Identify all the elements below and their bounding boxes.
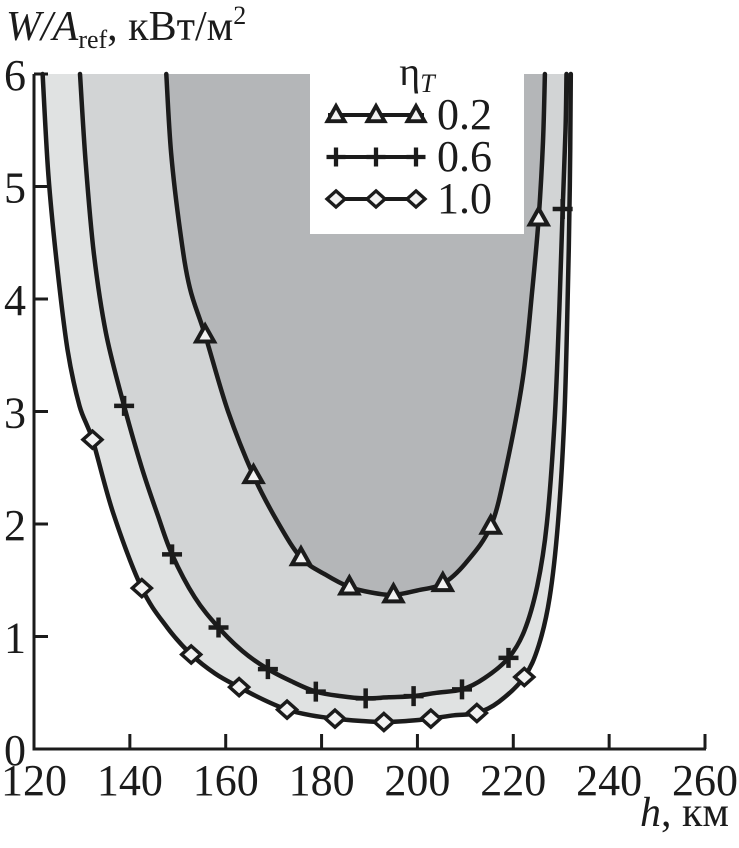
y-tick-label: 6	[4, 51, 26, 100]
triangle-marker	[288, 544, 314, 567]
diamond-marker	[129, 577, 154, 599]
curve-0.2	[164, 71, 548, 598]
tick-labels: 0 1 2 3 4 5 6 120 140 160 180 200 220 240 260	[1, 51, 738, 805]
x-tick-label: 120	[1, 756, 67, 805]
plus-marker	[406, 147, 426, 167]
legend: ηT 0.2 0.6 1.0	[310, 50, 524, 234]
x-tick-label: 200	[384, 756, 450, 805]
legend-item-0.2: 0.2	[323, 90, 511, 139]
triangle-marker	[336, 573, 362, 596]
plus-marker	[403, 686, 424, 707]
x-tick-label: 180	[289, 756, 355, 805]
legend-marker-line	[324, 188, 428, 210]
x-axis-title: h, км	[640, 790, 729, 836]
y-tick-label: 0	[4, 726, 26, 775]
y-tick-label: 1	[4, 614, 26, 663]
plus-marker	[355, 688, 376, 709]
diamond-marker	[364, 188, 388, 210]
plus-marker	[498, 647, 519, 668]
x-axis-title-symbol: h	[640, 790, 662, 836]
diamond-marker	[404, 188, 428, 210]
plus-marker	[162, 544, 183, 565]
diamond-marker	[227, 676, 252, 698]
legend-item-0.6: 0.6	[323, 132, 511, 181]
legend-label: 0.2	[437, 90, 492, 139]
legend-item-1.0: 1.0	[323, 174, 511, 223]
triangle-marker	[478, 512, 504, 535]
triangle-marker	[241, 462, 266, 485]
diamond-marker	[322, 707, 348, 730]
triangle-marker	[364, 102, 388, 124]
legend-label: 1.0	[437, 174, 492, 223]
triangle-marker	[381, 581, 406, 604]
diamond-marker	[324, 188, 348, 210]
diamond-marker	[179, 643, 204, 666]
ticks	[32, 72, 707, 751]
x-tick-label: 260	[672, 756, 738, 805]
diamond-marker	[274, 698, 300, 721]
y-tick-label: 2	[4, 501, 26, 550]
markers-1.0	[80, 428, 537, 733]
legend-title: ηT	[399, 49, 434, 99]
markers-0.6	[114, 199, 573, 709]
diamond-marker	[464, 702, 489, 724]
plus-marker	[305, 681, 326, 702]
legend-title-subscript: T	[420, 69, 435, 98]
plus-marker	[366, 147, 386, 167]
plus-marker	[257, 659, 278, 680]
triangle-marker	[192, 321, 218, 344]
diamond-marker	[371, 711, 397, 733]
y-tick-label: 3	[4, 389, 26, 438]
y-axis-title-units: , кВт/м	[107, 4, 234, 50]
x-tick-label: 240	[576, 756, 642, 805]
markers-0.2	[192, 204, 552, 604]
y-axis-title-subscript: ref	[78, 25, 108, 54]
plus-marker	[208, 617, 229, 638]
x-tick-label: 220	[480, 756, 546, 805]
y-tick-label: 4	[4, 276, 26, 325]
triangle-marker	[324, 102, 348, 124]
plus-marker	[326, 147, 346, 167]
legend-marker-line	[324, 102, 428, 124]
legend-label: 0.6	[437, 132, 492, 181]
plus-marker	[114, 395, 135, 416]
diamond-marker	[512, 666, 537, 688]
x-tick-label: 140	[97, 756, 163, 805]
legend-title-symbol: η	[399, 49, 421, 94]
y-tick-label: 5	[4, 164, 26, 213]
y-axis-title-superscript: 2	[233, 1, 247, 30]
diamond-marker	[418, 707, 443, 730]
triangle-marker	[404, 102, 428, 124]
x-tick-label: 160	[193, 756, 259, 805]
triangle-marker	[526, 204, 552, 227]
x-axis-title-units: , км	[661, 790, 729, 836]
plus-marker	[452, 679, 473, 700]
y-axis-title: W/Aref, кВт/м2	[6, 1, 247, 54]
y-axis-title-symbol: W/A	[6, 4, 79, 50]
triangle-marker	[430, 570, 456, 593]
legend-marker-line	[326, 147, 426, 167]
legend-items: 0.2 0.6 1.0	[323, 90, 511, 223]
diamond-marker	[80, 428, 105, 451]
